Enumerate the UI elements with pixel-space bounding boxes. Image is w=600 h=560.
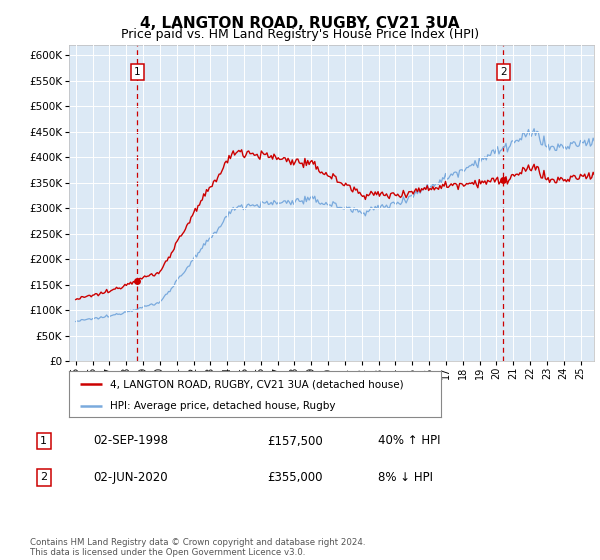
Text: 40% ↑ HPI: 40% ↑ HPI [378,435,440,447]
Text: Contains HM Land Registry data © Crown copyright and database right 2024.
This d: Contains HM Land Registry data © Crown c… [30,538,365,557]
Text: 02-JUN-2020: 02-JUN-2020 [94,471,168,484]
Text: 4, LANGTON ROAD, RUGBY, CV21 3UA: 4, LANGTON ROAD, RUGBY, CV21 3UA [140,16,460,31]
Text: 8% ↓ HPI: 8% ↓ HPI [378,471,433,484]
Text: 02-SEP-1998: 02-SEP-1998 [94,435,169,447]
Text: £157,500: £157,500 [268,435,323,447]
Text: 1: 1 [40,436,47,446]
Text: 1: 1 [134,67,141,77]
Text: 2: 2 [40,473,47,482]
Text: £355,000: £355,000 [268,471,323,484]
Text: HPI: Average price, detached house, Rugby: HPI: Average price, detached house, Rugb… [110,401,335,410]
Text: Price paid vs. HM Land Registry's House Price Index (HPI): Price paid vs. HM Land Registry's House … [121,28,479,41]
Text: 4, LANGTON ROAD, RUGBY, CV21 3UA (detached house): 4, LANGTON ROAD, RUGBY, CV21 3UA (detach… [110,379,404,389]
Text: 2: 2 [500,67,507,77]
